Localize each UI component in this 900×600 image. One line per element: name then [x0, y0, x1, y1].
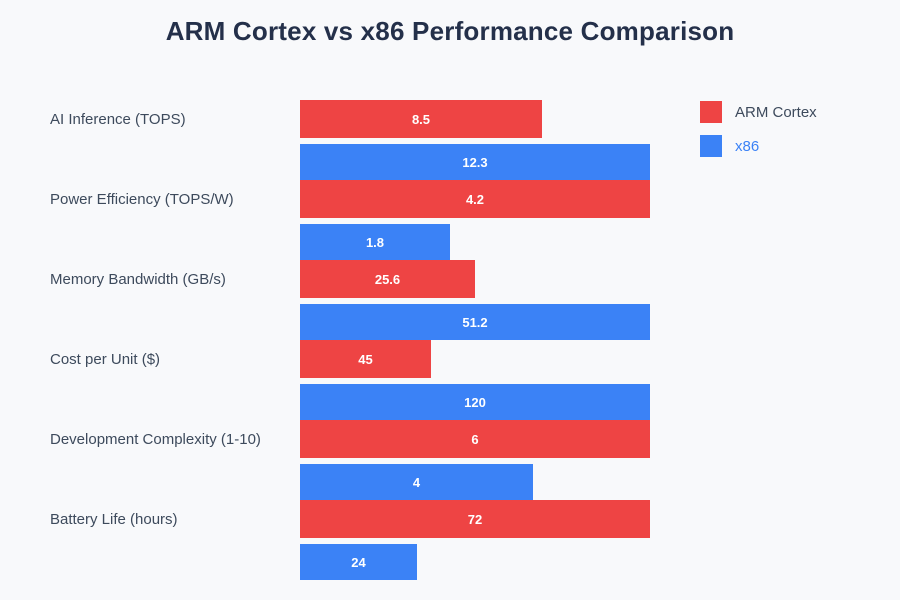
bar-arm-cortex[interactable]: 8.5 [300, 100, 542, 138]
legend: ARM Cortex x86 [700, 101, 817, 169]
bar-value-label: 24 [351, 554, 366, 570]
legend-swatch-arm-cortex [700, 101, 722, 123]
chart-row: Power Efficiency (TOPS/W) 4.2 1.8 [0, 180, 900, 260]
bar-chart: AI Inference (TOPS) 8.5 12.3 Power Efficien… [0, 100, 900, 590]
bar-x86[interactable]: 12.3 [300, 144, 650, 180]
bar-value-label: 25.6 [374, 271, 401, 287]
category-label: Power Efficiency (TOPS/W) [50, 190, 234, 208]
bar-value-label: 4.2 [465, 191, 485, 207]
category-label: AI Inference (TOPS) [50, 110, 186, 128]
bar-arm-cortex[interactable]: 72 [300, 500, 650, 538]
category-label: Development Complexity (1-10) [50, 430, 261, 448]
bar-value-label: 45 [358, 351, 373, 367]
chart-row: Memory Bandwidth (GB/s) 25.6 51.2 [0, 260, 900, 340]
chart-row: AI Inference (TOPS) 8.5 12.3 [0, 100, 900, 180]
bar-value-label: 12.3 [462, 154, 488, 170]
bar-arm-cortex[interactable]: 6 [300, 420, 650, 458]
legend-item-arm-cortex[interactable]: ARM Cortex [700, 101, 817, 123]
legend-label-x86: x86 [735, 137, 760, 155]
legend-swatch-x86 [700, 135, 722, 157]
bar-x86[interactable]: 51.2 [300, 304, 650, 340]
chart-row: Battery Life (hours) 72 24 [0, 500, 900, 580]
legend-label-arm-cortex: ARM Cortex [735, 103, 817, 121]
chart-title: ARM Cortex vs x86 Performance Comparison [165, 16, 735, 46]
chart-row: Development Complexity (1-10) 6 4 [0, 420, 900, 500]
bar-arm-cortex[interactable]: 45 [300, 340, 431, 378]
bar-value-label: 72 [467, 511, 483, 527]
bar-value-label: 4 [412, 474, 421, 490]
legend-item-x86[interactable]: x86 [700, 135, 817, 157]
category-label: Battery Life (hours) [50, 510, 178, 528]
category-label: Memory Bandwidth (GB/s) [50, 270, 226, 288]
bar-value-label: 6 [471, 431, 479, 447]
category-label: Cost per Unit ($) [50, 350, 161, 368]
bar-value-label: 1.8 [365, 234, 385, 250]
chart-row: Cost per Unit ($) 45 120 [0, 340, 900, 420]
bar-arm-cortex[interactable]: 4.2 [300, 180, 650, 218]
bar-value-label: 120 [464, 394, 486, 410]
bar-value-label: 51.2 [462, 314, 488, 330]
bar-value-label: 8.5 [411, 111, 431, 127]
bar-x86[interactable]: 4 [300, 464, 533, 500]
bar-x86[interactable]: 120 [300, 384, 650, 420]
bar-arm-cortex[interactable]: 25.6 [300, 260, 475, 298]
bar-x86[interactable]: 24 [300, 544, 417, 580]
bar-x86[interactable]: 1.8 [300, 224, 450, 260]
